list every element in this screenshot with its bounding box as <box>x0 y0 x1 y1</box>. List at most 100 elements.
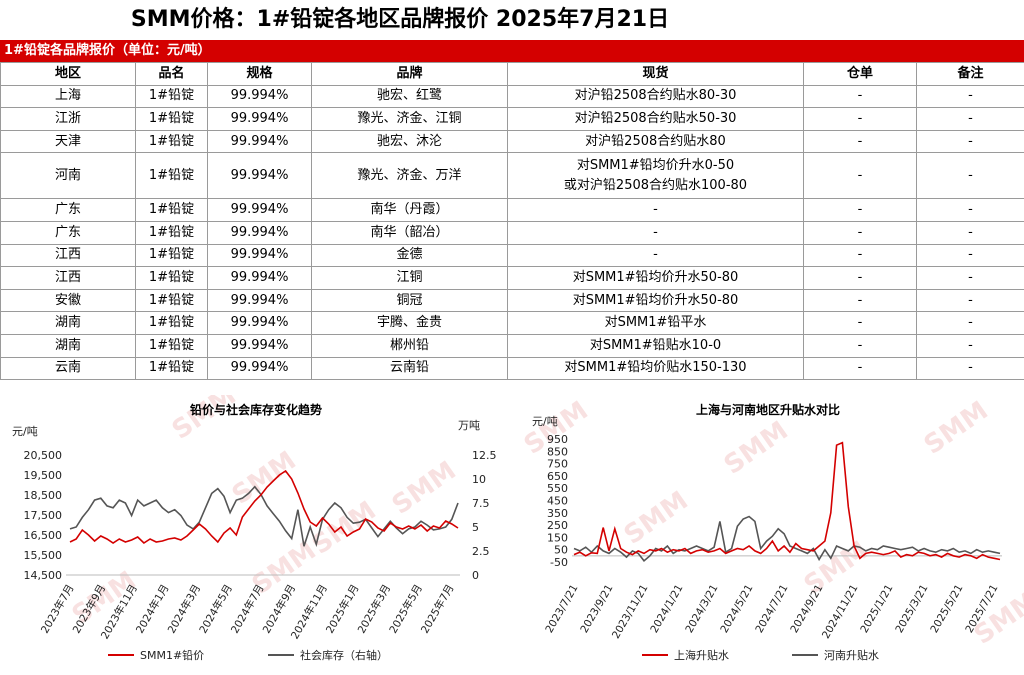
table-cell: - <box>916 333 1024 358</box>
table-cell: 对沪铅2508合约贴水50-30 <box>507 107 804 131</box>
table-banner: 1#铅锭各品牌报价（单位：元/吨） <box>0 40 1024 62</box>
table-row: 湖南 1#铅锭 99.994% 宇腾、金贵 对SMM1#铅平水 - - <box>0 311 1024 335</box>
table-cell: 99.994% <box>207 129 312 154</box>
y-tick-label: 450 <box>547 495 568 508</box>
table-cell: 1#铅锭 <box>135 220 208 245</box>
x-tick-label: 2025/3/21 <box>893 583 930 636</box>
series-line-price <box>69 469 459 545</box>
table-cell: 对SMM1#铅均价升水50-80 <box>507 288 804 313</box>
series-line-shanghai <box>573 441 1001 561</box>
table-cell: 广东 <box>0 220 136 245</box>
table-row: 广东 1#铅锭 99.994% 南华（丹霞） - - - <box>0 198 1024 222</box>
table-cell: 对SMM1#铅均价升水50-80 <box>507 266 804 290</box>
table-cell: - <box>507 198 804 222</box>
table-cell: 江西 <box>0 266 136 290</box>
column-header: 地区 <box>0 62 136 86</box>
table-cell: 99.994% <box>207 288 312 313</box>
table-body: 上海 1#铅锭 99.994% 驰宏、红鹭 对沪铅2508合约贴水80-30- - 江浙 1#… <box>0 84 1024 381</box>
y-axis-label: 元/吨 <box>12 425 38 438</box>
y2-tick-label: 0 <box>472 569 479 582</box>
column-header: 规格 <box>207 62 312 86</box>
table-row: 河南 1#铅锭 99.994% 豫光、济金、万洋 对SMM1#铅均价升水0-50 或对沪铅… <box>0 152 1024 200</box>
table-cell: 99.994% <box>207 152 312 200</box>
x-tick-label: 2024/7/21 <box>753 583 790 636</box>
table-cell: 对SMM1#铅平水 <box>507 311 804 335</box>
table-cell: 江浙 <box>0 107 136 131</box>
legend-label: 社会库存（右轴） <box>300 648 388 662</box>
table-cell: 1#铅锭 <box>135 152 208 200</box>
table-cell: 99.994% <box>207 220 312 245</box>
table-cell: - <box>916 84 1024 109</box>
y-tick-label: 50 <box>554 544 568 557</box>
y-tick-label: 850 <box>547 445 568 458</box>
table-cell: - <box>916 311 1024 335</box>
table-row: 云南 1#铅锭 99.994% 云南铅 对SMM1#铅均价贴水150-130- - <box>0 356 1024 381</box>
table-cell: 对沪铅2508合约贴水80-30 <box>507 84 804 109</box>
table-cell: - <box>803 152 917 200</box>
table-cell: 1#铅锭 <box>135 288 208 313</box>
table-cell: 河南 <box>0 152 136 200</box>
column-header: 品名 <box>135 62 208 86</box>
column-header: 现货 <box>507 62 804 86</box>
chart-title: 上海与河南地区升贴水对比 <box>695 403 840 417</box>
table-cell: 豫光、济金、江铜 <box>311 107 508 131</box>
legend-label: 上海升贴水 <box>674 648 729 662</box>
table-cell: - <box>803 198 917 222</box>
x-tick-label: 2024/3/21 <box>683 583 720 636</box>
x-tick-label: 2023/9/21 <box>578 583 615 636</box>
table-cell: 对沪铅2508合约贴水80 <box>507 129 804 154</box>
table-cell: 郴州铅 <box>311 333 508 358</box>
x-tick-label: 2024/1/21 <box>648 583 685 636</box>
price-table: 地区 品名 规格 品牌 现货 仓单 备注 上海 1#铅锭 99.994% 驰宏、红鹭 对沪铅2508… <box>0 62 1024 381</box>
table-row: 上海 1#铅锭 99.994% 驰宏、红鹭 对沪铅2508合约贴水80-30- - <box>0 84 1024 109</box>
table-cell: - <box>803 288 917 313</box>
table-cell: - <box>916 129 1024 154</box>
table-cell: 99.994% <box>207 333 312 358</box>
table-cell: 1#铅锭 <box>135 266 208 290</box>
table-cell: - <box>803 356 917 381</box>
table-row: 江西 1#铅锭 99.994% 江铜 对SMM1#铅均价升水50-80- - <box>0 266 1024 290</box>
y-tick-label: 650 <box>547 470 568 483</box>
table-cell: 1#铅锭 <box>135 198 208 222</box>
table-cell: 1#铅锭 <box>135 129 208 154</box>
table-cell: 云南铅 <box>311 356 508 381</box>
table-cell: 铜冠 <box>311 288 508 313</box>
table-row: 江浙 1#铅锭 99.994% 豫光、济金、江铜 对沪铅2508合约贴水50-30- - <box>0 107 1024 131</box>
table-cell: - <box>803 311 917 335</box>
lead-price-inventory-chart: 铅价与社会库存变化趋势 SMM SMM SMM SMM SMM SMM 元/吨 万吨 20,50… <box>0 381 512 675</box>
table-cell: 1#铅锭 <box>135 311 208 335</box>
table-cell: - <box>916 288 1024 313</box>
watermark-logo: SMM <box>719 416 794 481</box>
table-cell: - <box>916 356 1024 381</box>
y-tick-label: 20,500 <box>24 449 63 462</box>
table-cell: 南华（丹霞） <box>311 198 508 222</box>
table-cell: 99.994% <box>207 198 312 222</box>
y-tick-label: 550 <box>547 482 568 495</box>
watermark-logo: SMM <box>387 456 462 521</box>
table-row: 广东 1#铅锭 99.994% 南华（韶冶） - - - <box>0 220 1024 245</box>
table-cell: - <box>916 107 1024 131</box>
y-tick-label: 19,500 <box>24 469 63 482</box>
y-tick-label: 18,500 <box>24 489 63 502</box>
y-tick-label: 17,500 <box>24 509 63 522</box>
x-tick-label: 2023/7/21 <box>543 583 580 636</box>
y-tick-label: 150 <box>547 531 568 544</box>
table-row: 天津 1#铅锭 99.994% 驰宏、沐沦 对沪铅2508合约贴水80- - <box>0 129 1024 154</box>
x-tick-label: 2025/5/21 <box>928 583 965 636</box>
series-line-henan <box>573 515 1001 562</box>
table-cell: 湖南 <box>0 311 136 335</box>
table-cell: - <box>803 220 917 245</box>
x-tick-label: 2024/9/21 <box>788 583 825 636</box>
table-cell: 99.994% <box>207 243 312 268</box>
y2-tick-label: 7.5 <box>472 497 490 510</box>
y-tick-label: 250 <box>547 519 568 532</box>
table-cell: 99.994% <box>207 356 312 381</box>
table-cell: - <box>803 333 917 358</box>
y-tick-label: 950 <box>547 433 568 446</box>
table-cell: 99.994% <box>207 311 312 335</box>
table-cell: 江铜 <box>311 266 508 290</box>
table-cell: 99.994% <box>207 107 312 131</box>
chart-svg: SMMSMMSMMSMMSMMSMM元/吨9508507506505504503… <box>519 396 1024 662</box>
watermark-logo: SMM <box>619 486 694 551</box>
